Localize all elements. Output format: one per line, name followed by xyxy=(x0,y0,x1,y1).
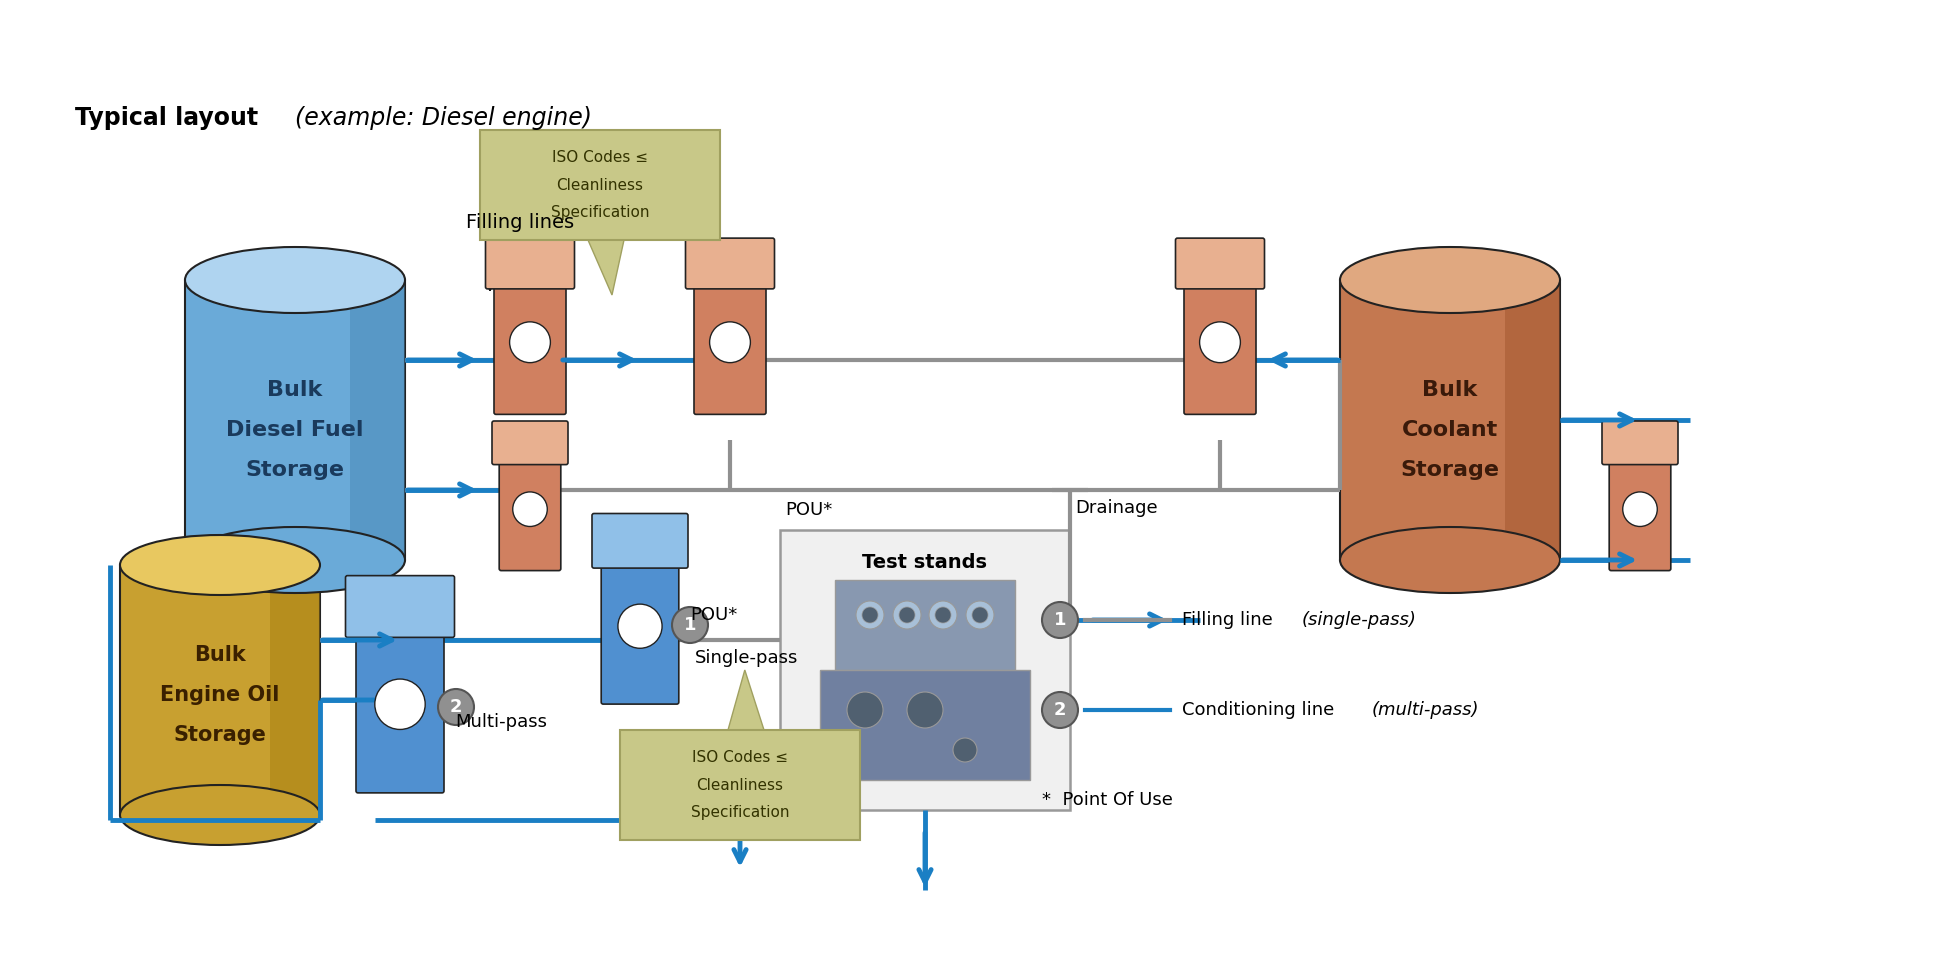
Circle shape xyxy=(510,321,550,362)
Text: POU*: POU* xyxy=(690,606,736,624)
Ellipse shape xyxy=(120,785,320,845)
Text: 2: 2 xyxy=(1054,701,1066,719)
Text: (single-pass): (single-pass) xyxy=(1302,611,1417,629)
FancyBboxPatch shape xyxy=(591,514,688,568)
Ellipse shape xyxy=(1339,247,1560,313)
Circle shape xyxy=(672,607,707,643)
Circle shape xyxy=(833,738,857,762)
Text: Conditioning line: Conditioning line xyxy=(1182,701,1339,719)
Polygon shape xyxy=(1339,280,1560,560)
Circle shape xyxy=(893,601,921,629)
Text: (example: Diesel engine): (example: Diesel engine) xyxy=(295,106,591,130)
FancyBboxPatch shape xyxy=(492,421,568,464)
FancyBboxPatch shape xyxy=(1176,238,1264,289)
Circle shape xyxy=(709,321,750,362)
Text: Bulk: Bulk xyxy=(194,645,246,665)
Circle shape xyxy=(438,689,475,725)
FancyBboxPatch shape xyxy=(620,730,860,840)
FancyBboxPatch shape xyxy=(357,631,444,793)
FancyBboxPatch shape xyxy=(820,670,1029,780)
FancyBboxPatch shape xyxy=(345,576,455,637)
Ellipse shape xyxy=(1339,527,1560,593)
FancyBboxPatch shape xyxy=(1603,421,1678,464)
Text: Specification: Specification xyxy=(550,205,649,220)
Circle shape xyxy=(953,738,977,762)
Text: 1: 1 xyxy=(1054,611,1066,629)
Text: ISO Codes ≤: ISO Codes ≤ xyxy=(692,750,789,765)
Circle shape xyxy=(899,607,915,623)
FancyBboxPatch shape xyxy=(494,283,566,415)
Polygon shape xyxy=(587,240,624,295)
FancyBboxPatch shape xyxy=(486,238,574,289)
FancyBboxPatch shape xyxy=(686,238,775,289)
Circle shape xyxy=(1043,602,1078,638)
Circle shape xyxy=(847,692,884,728)
Text: *  Point Of Use: * Point Of Use xyxy=(1043,791,1172,809)
Circle shape xyxy=(1043,692,1078,728)
FancyBboxPatch shape xyxy=(1184,283,1256,415)
Text: Drainage: Drainage xyxy=(1076,499,1157,517)
FancyBboxPatch shape xyxy=(1609,458,1671,571)
Text: Storage: Storage xyxy=(1401,460,1500,480)
Text: Filling lines: Filling lines xyxy=(465,213,574,231)
Text: Typical layout: Typical layout xyxy=(76,106,266,130)
Circle shape xyxy=(973,607,988,623)
Text: Multi-pass: Multi-pass xyxy=(455,713,547,731)
Polygon shape xyxy=(351,280,405,560)
Circle shape xyxy=(928,601,957,629)
FancyBboxPatch shape xyxy=(779,530,1070,810)
Text: Bulk: Bulk xyxy=(267,380,322,400)
Circle shape xyxy=(965,601,994,629)
Text: 1: 1 xyxy=(684,616,696,634)
Text: Engine Oil: Engine Oil xyxy=(161,685,279,705)
Polygon shape xyxy=(120,565,320,815)
FancyBboxPatch shape xyxy=(500,458,560,571)
Text: Cleanliness: Cleanliness xyxy=(556,178,643,192)
Polygon shape xyxy=(184,280,405,560)
Ellipse shape xyxy=(184,527,405,593)
Text: Specification: Specification xyxy=(690,805,789,820)
Ellipse shape xyxy=(120,535,320,595)
FancyBboxPatch shape xyxy=(601,562,678,704)
Circle shape xyxy=(907,692,944,728)
Text: Cleanliness: Cleanliness xyxy=(696,778,783,792)
Circle shape xyxy=(618,604,663,649)
Text: Storage: Storage xyxy=(174,725,266,745)
Text: Filling line: Filling line xyxy=(1182,611,1279,629)
Circle shape xyxy=(862,607,878,623)
FancyBboxPatch shape xyxy=(481,130,721,240)
Circle shape xyxy=(934,607,952,623)
Polygon shape xyxy=(1506,280,1560,560)
Circle shape xyxy=(374,679,424,729)
Text: Diesel Fuel: Diesel Fuel xyxy=(227,420,364,440)
FancyBboxPatch shape xyxy=(835,580,1016,670)
Text: Storage: Storage xyxy=(246,460,345,480)
Text: (multi-pass): (multi-pass) xyxy=(1372,701,1479,719)
Text: Bulk: Bulk xyxy=(1422,380,1477,400)
Text: Test stands: Test stands xyxy=(862,552,988,572)
Circle shape xyxy=(1200,321,1240,362)
Text: ISO Codes ≤: ISO Codes ≤ xyxy=(552,150,647,165)
Text: POU*: POU* xyxy=(785,501,831,519)
Text: Single-pass: Single-pass xyxy=(696,649,798,667)
FancyBboxPatch shape xyxy=(694,283,766,415)
Text: 2: 2 xyxy=(450,698,463,716)
Circle shape xyxy=(1622,492,1657,526)
Circle shape xyxy=(514,492,547,526)
Polygon shape xyxy=(269,565,320,815)
Text: Coolant: Coolant xyxy=(1401,420,1498,440)
Ellipse shape xyxy=(184,247,405,313)
Circle shape xyxy=(857,601,884,629)
Polygon shape xyxy=(729,670,764,730)
